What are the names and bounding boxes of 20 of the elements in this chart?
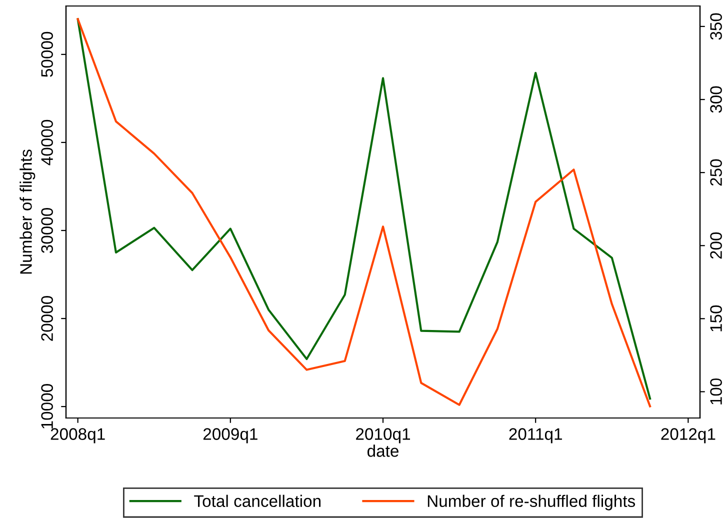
y-tick-label: 10000 [41, 384, 53, 428]
y2-tick-label: 300 [710, 86, 722, 113]
x-tick-label: 2011q1 [509, 428, 562, 444]
y2-tick-label: 200 [710, 232, 722, 259]
x-tick-label: 2010q1 [356, 428, 410, 444]
y-axis-title: Number of flights [20, 150, 36, 274]
x-tick-label: 2008q1 [50, 428, 105, 444]
y2-tick-label: 250 [710, 159, 722, 186]
legend-label: Total cancellation [194, 494, 320, 508]
y2-tick-label: 350 [710, 13, 722, 40]
x-tick-label: 2012q1 [661, 428, 716, 444]
y2-tick-label: 150 [710, 305, 722, 332]
y-tick-label: 30000 [41, 208, 53, 254]
x-tick-label: 2009q1 [203, 428, 258, 444]
y-tick-label: 50000 [41, 32, 53, 77]
y-tick-label: 40000 [41, 120, 53, 166]
legend-label: Number of re-shuffled flights [428, 494, 636, 510]
y2-tick-label: 100 [710, 378, 722, 404]
x-axis-title: date [367, 444, 398, 457]
y-tick-label: 20000 [41, 296, 53, 341]
